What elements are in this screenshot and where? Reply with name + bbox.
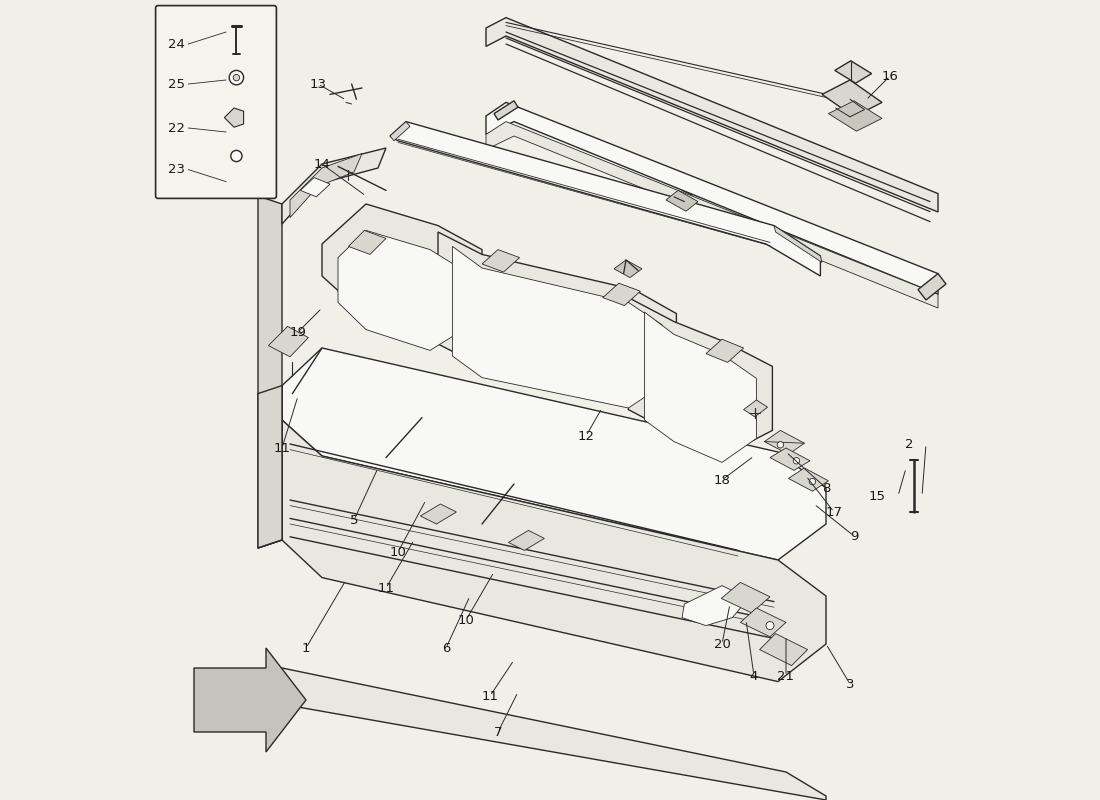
Text: 20: 20 — [714, 638, 730, 650]
Polygon shape — [822, 80, 882, 117]
Polygon shape — [282, 348, 826, 560]
Polygon shape — [614, 260, 642, 278]
Text: 1: 1 — [301, 642, 310, 654]
Text: 24: 24 — [167, 38, 185, 50]
Text: 7: 7 — [494, 726, 503, 738]
Polygon shape — [744, 400, 768, 417]
Polygon shape — [486, 122, 938, 308]
Text: 22: 22 — [167, 122, 185, 134]
Text: 4: 4 — [750, 670, 758, 682]
Polygon shape — [349, 230, 386, 254]
Text: 11: 11 — [274, 442, 290, 454]
Text: 19: 19 — [289, 326, 307, 338]
Polygon shape — [224, 108, 243, 127]
Polygon shape — [722, 582, 770, 613]
Polygon shape — [645, 312, 757, 462]
Polygon shape — [828, 101, 882, 131]
Polygon shape — [322, 204, 482, 338]
Polygon shape — [282, 420, 826, 682]
Polygon shape — [603, 283, 640, 306]
Polygon shape — [390, 122, 410, 141]
Text: 25: 25 — [167, 78, 185, 90]
Circle shape — [766, 622, 774, 630]
Polygon shape — [338, 230, 466, 350]
Circle shape — [229, 70, 243, 85]
Text: 14: 14 — [314, 158, 330, 170]
Circle shape — [231, 150, 242, 162]
FancyBboxPatch shape — [155, 6, 276, 198]
Polygon shape — [918, 274, 946, 300]
Text: 21: 21 — [778, 670, 794, 682]
Text: 15: 15 — [869, 490, 886, 502]
Text: 3: 3 — [846, 678, 855, 690]
Text: 11: 11 — [482, 690, 498, 702]
Polygon shape — [438, 232, 676, 402]
Polygon shape — [740, 608, 786, 637]
Circle shape — [778, 442, 783, 448]
Polygon shape — [628, 298, 772, 454]
Polygon shape — [258, 196, 282, 548]
Polygon shape — [300, 178, 330, 197]
Polygon shape — [482, 250, 519, 272]
Polygon shape — [282, 148, 386, 224]
Text: 9: 9 — [850, 530, 858, 542]
Polygon shape — [770, 448, 810, 470]
Polygon shape — [390, 122, 821, 276]
Text: 10: 10 — [389, 546, 406, 558]
Polygon shape — [682, 586, 748, 626]
Polygon shape — [258, 386, 282, 548]
Polygon shape — [789, 468, 828, 491]
Polygon shape — [486, 102, 938, 294]
Polygon shape — [774, 226, 822, 262]
Polygon shape — [290, 154, 362, 218]
Polygon shape — [420, 504, 456, 524]
Polygon shape — [258, 668, 826, 800]
Polygon shape — [268, 326, 308, 357]
Circle shape — [233, 74, 240, 81]
Polygon shape — [494, 101, 518, 120]
Polygon shape — [194, 648, 306, 752]
Polygon shape — [764, 430, 804, 454]
Text: 2: 2 — [905, 438, 914, 450]
Polygon shape — [666, 190, 698, 211]
Polygon shape — [835, 61, 871, 83]
Text: 16: 16 — [881, 70, 899, 82]
Text: 10: 10 — [458, 614, 474, 626]
Polygon shape — [486, 18, 938, 212]
Text: 5: 5 — [350, 514, 359, 526]
Polygon shape — [760, 634, 807, 666]
Circle shape — [810, 478, 815, 485]
Text: 13: 13 — [309, 78, 327, 90]
Text: 23: 23 — [167, 163, 185, 176]
Polygon shape — [452, 246, 662, 408]
Circle shape — [793, 458, 800, 464]
Polygon shape — [706, 339, 744, 362]
Text: 11: 11 — [377, 582, 395, 594]
Text: 6: 6 — [442, 642, 450, 654]
Text: 8: 8 — [822, 482, 830, 494]
Text: 17: 17 — [825, 506, 843, 518]
Text: 12: 12 — [578, 430, 594, 442]
Polygon shape — [508, 530, 544, 550]
Text: 18: 18 — [714, 474, 730, 486]
